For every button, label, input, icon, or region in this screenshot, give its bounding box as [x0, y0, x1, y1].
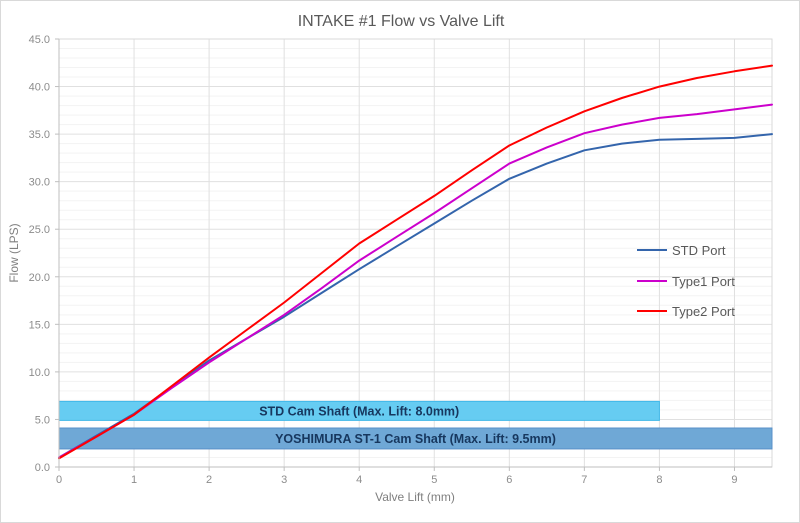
- legend-label-std-port: STD Port: [672, 243, 726, 258]
- legend-item-type2-port: Type2 Port: [637, 304, 735, 319]
- y-tick-label: 30.0: [29, 177, 50, 189]
- x-tick-label: 9: [731, 474, 737, 486]
- x-tick-label: 6: [506, 474, 512, 486]
- x-tick-label: 5: [431, 474, 437, 486]
- series-line-type1-port: [58, 103, 773, 459]
- y-tick-label: 45.0: [29, 34, 50, 46]
- x-tick-label: 1: [131, 474, 137, 486]
- y-tick-label: 40.0: [29, 82, 50, 94]
- y-tick-label: 5.0: [35, 414, 50, 426]
- axes: [55, 38, 772, 471]
- y-tick-label: 10.0: [29, 367, 50, 379]
- y-tick-label: 15.0: [29, 319, 50, 331]
- y-tick-label: 35.0: [29, 129, 50, 141]
- series-line-type2-port: [58, 64, 773, 460]
- x-axis-title: Valve Lift (mm): [375, 490, 455, 504]
- x-tick-label: 7: [581, 474, 587, 486]
- legend-item-type1-port: Type1 Port: [637, 274, 735, 289]
- x-tick-label: 0: [56, 474, 62, 486]
- y-tick-label: 25.0: [29, 224, 50, 236]
- tick-labels: 0 1 2 3 4 5 6 7 8 9 0.0 5.0 10.0 15.0 20.0 25.0 30.0 35.0…: [29, 34, 738, 486]
- x-tick-label: 8: [656, 474, 662, 486]
- cam-shaft-bar-label-1: YOSHIMURA ST-1 Cam Shaft (Max. Lift: 9.5…: [275, 432, 556, 446]
- cam-shaft-bars: STD Cam Shaft (Max. Lift: 8.0mm) YOSHIMUR…: [58, 400, 773, 450]
- x-tick-label: 2: [206, 474, 212, 486]
- y-tick-label: 20.0: [29, 272, 50, 284]
- legend-item-std-port: STD Port: [637, 243, 726, 258]
- y-axis-title: Flow (LPS): [7, 223, 21, 282]
- cam-shaft-bar-label-0: STD Cam Shaft (Max. Lift: 8.0mm): [259, 404, 459, 418]
- x-tick-label: 4: [356, 474, 362, 486]
- legend-label-type1-port: Type1 Port: [672, 274, 735, 289]
- x-tick-label: 3: [281, 474, 287, 486]
- series-curves: [58, 64, 773, 460]
- legend: STD Port Type1 Port Type2 Port: [637, 243, 735, 319]
- y-tick-label: 0.0: [35, 462, 50, 474]
- chart-title: INTAKE #1 Flow vs Valve Lift: [298, 13, 505, 30]
- legend-label-type2-port: Type2 Port: [672, 304, 735, 319]
